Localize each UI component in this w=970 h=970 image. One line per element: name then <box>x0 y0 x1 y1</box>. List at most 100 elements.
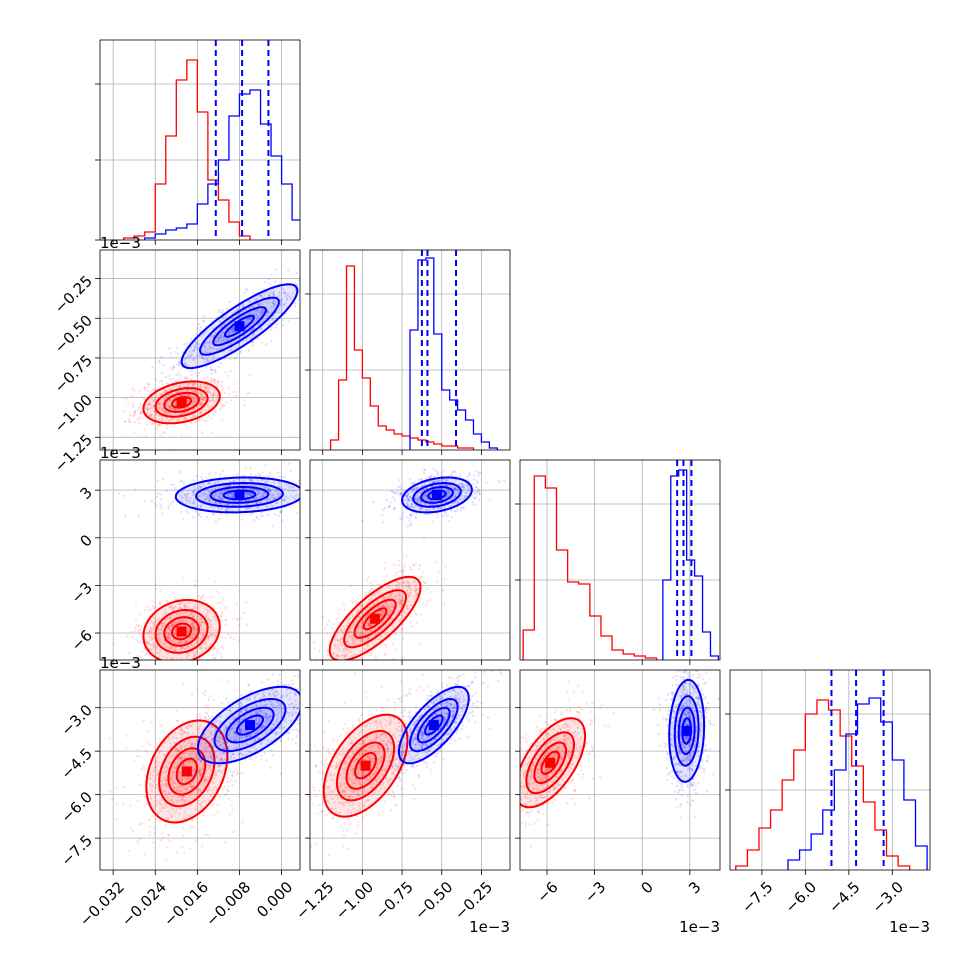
scatter-point <box>266 488 270 492</box>
scatter-point <box>333 644 337 648</box>
scatter-point <box>409 621 413 624</box>
scatter-point <box>206 644 209 647</box>
scatter-point <box>456 490 460 493</box>
scatter-point <box>444 512 448 515</box>
scatter-point <box>307 662 309 664</box>
scatter-point <box>219 361 222 365</box>
scatter-point <box>207 359 210 363</box>
scatter-point <box>251 484 254 488</box>
scatter-point <box>379 613 383 617</box>
scatter-point <box>259 500 263 504</box>
scatter-point <box>175 671 177 673</box>
scatter-point <box>349 650 353 654</box>
scatter-point <box>418 599 421 603</box>
scatter-point <box>192 627 196 630</box>
scatter-point <box>166 817 170 821</box>
scatter-point <box>425 498 428 501</box>
scatter-point <box>214 471 217 475</box>
scatter-point <box>407 594 411 598</box>
scatter-point <box>190 637 194 640</box>
scatter-point <box>185 426 188 429</box>
scatter-point <box>149 619 153 622</box>
scatter-point <box>371 584 374 587</box>
scatter-point <box>227 494 231 498</box>
scatter-point <box>317 487 319 489</box>
scatter-point <box>397 585 401 589</box>
scatter-point <box>185 376 189 379</box>
scatter-point <box>415 500 419 503</box>
scatter-point <box>401 514 404 517</box>
scatter-point <box>419 597 423 601</box>
scatter-point <box>256 493 259 497</box>
scatter-point <box>208 345 212 348</box>
scatter-point <box>357 625 360 628</box>
scatter-point <box>217 678 221 682</box>
scatter-point <box>393 574 396 577</box>
scatter-point <box>199 411 203 414</box>
scatter-point <box>422 494 426 497</box>
scatter-point <box>392 507 396 510</box>
scatter-point <box>405 605 409 608</box>
scatter-point <box>359 607 363 611</box>
scatter-point <box>159 649 162 652</box>
scatter-point <box>407 498 411 501</box>
scatter-point <box>177 419 181 422</box>
scatter-point <box>230 492 233 495</box>
scatter-point <box>272 298 275 301</box>
scatter-point <box>201 494 204 497</box>
scatter-point <box>245 600 248 604</box>
scatter-point <box>210 634 213 637</box>
scatter-point <box>133 413 136 417</box>
scatter-point <box>232 390 236 394</box>
scatter-point <box>356 608 359 612</box>
scatter-point <box>188 499 191 502</box>
scatter-point <box>430 485 433 488</box>
scatter-point <box>249 312 252 315</box>
scatter-point <box>257 506 261 509</box>
scatter-point <box>398 517 402 520</box>
scatter-point <box>249 513 252 516</box>
scatter-point <box>139 412 142 416</box>
scatter-point <box>200 398 203 401</box>
scatter-point <box>331 652 335 655</box>
scatter-point <box>434 469 438 473</box>
scatter-point <box>270 495 274 499</box>
scatter-point <box>314 479 316 481</box>
scatter-point <box>423 468 427 472</box>
scatter-point <box>190 611 193 614</box>
scatter-point <box>265 505 268 508</box>
scatter-point <box>222 339 225 342</box>
scatter-point <box>210 377 214 380</box>
scatter-point <box>380 612 383 616</box>
scatter-point <box>409 591 413 594</box>
scatter-point <box>399 493 402 496</box>
panel-1-1 <box>305 249 511 455</box>
scatter-point <box>149 777 152 781</box>
scatter-point <box>194 629 197 632</box>
scatter-point <box>368 623 371 626</box>
scatter-point <box>410 481 414 485</box>
scatter-point <box>266 497 269 500</box>
scatter-point <box>260 515 263 518</box>
scatter-point <box>221 787 224 790</box>
scatter-point <box>381 521 385 524</box>
scatter-point <box>220 757 223 760</box>
scatter-point <box>243 479 246 482</box>
scatter-point <box>275 310 278 314</box>
scatter-point <box>168 606 172 609</box>
scatter-point <box>303 297 305 299</box>
scatter-point <box>191 774 194 777</box>
scatter-point <box>219 340 222 343</box>
scatter-point <box>244 291 247 294</box>
scatter-point <box>220 405 224 408</box>
scatter-point <box>341 647 345 651</box>
scatter-point <box>170 503 173 506</box>
scatter-point <box>368 623 371 626</box>
scatter-point <box>324 488 326 490</box>
scatter-point <box>213 777 216 780</box>
scatter-point <box>197 322 201 326</box>
scatter-point <box>472 491 476 494</box>
scatter-point <box>413 586 417 589</box>
scatter-point <box>161 836 165 840</box>
scatter-point <box>460 485 463 489</box>
